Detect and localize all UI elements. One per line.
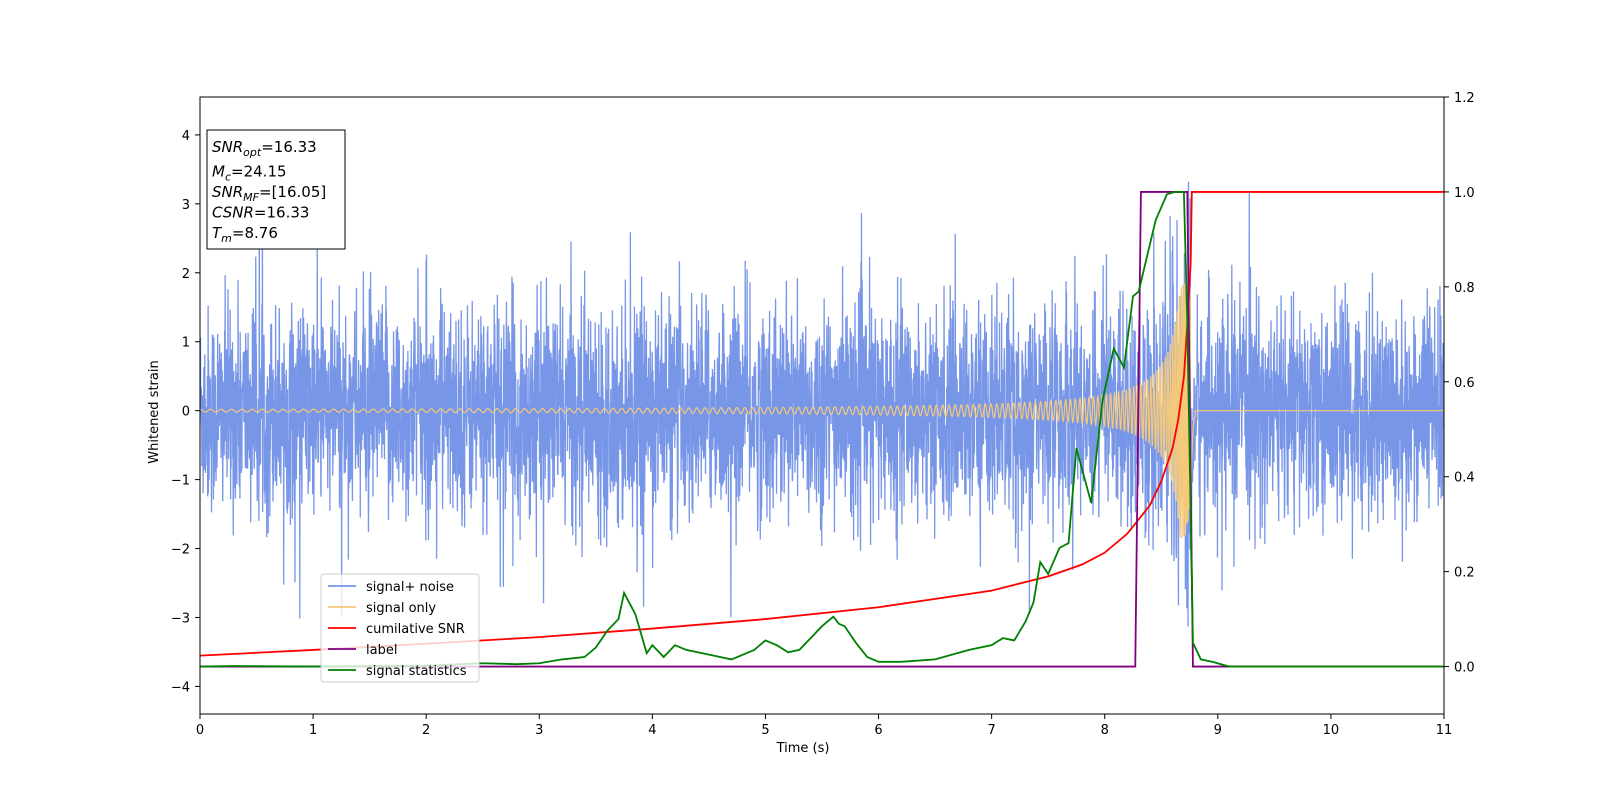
plot-area: 0 1 2 3 4 5 6 7 8 9 10 11 −4 −3 −2 −1 0 1 2 3 4 0.0 0.2 0.4 0.6 0… bbox=[171, 91, 1475, 738]
x-tick-label: 7 bbox=[987, 723, 995, 738]
annotation-line: SNRMF=[16.05] bbox=[212, 183, 326, 204]
y-axis-label: Whitened strain bbox=[147, 360, 162, 463]
y-right-tick-label: 0.4 bbox=[1454, 471, 1475, 486]
legend-label: signal only bbox=[366, 601, 436, 616]
x-tick-label: 10 bbox=[1323, 723, 1340, 738]
annotation-frame bbox=[206, 129, 346, 250]
x-tick-label: 5 bbox=[761, 723, 769, 738]
legend-label: signal+ noise bbox=[366, 580, 454, 595]
series-cumulative-snr-line bbox=[200, 191, 1444, 657]
plot-frame bbox=[199, 96, 1445, 715]
x-tick-label: 9 bbox=[1214, 723, 1222, 738]
x-tick-label: 2 bbox=[422, 723, 430, 738]
x-tick-label: 11 bbox=[1436, 723, 1453, 738]
y-left-tick-label: 2 bbox=[182, 267, 190, 282]
y-right-tick-label: 0.0 bbox=[1454, 661, 1475, 676]
x-tick-label: 3 bbox=[535, 723, 543, 738]
y-left-tick-label: 0 bbox=[182, 405, 190, 420]
legend-label: signal statistics bbox=[366, 664, 467, 679]
y-left-tick-label: 4 bbox=[182, 129, 190, 144]
x-tick-label: 1 bbox=[309, 723, 317, 738]
x-tick-label: 8 bbox=[1101, 723, 1109, 738]
y-right-tick-label: 1.2 bbox=[1454, 91, 1475, 106]
legend: signal+ noise signal only cumilative SNR la… bbox=[320, 573, 480, 683]
legend-frame bbox=[320, 573, 480, 683]
y-left-tick-label: −1 bbox=[171, 474, 190, 489]
y-left-tick-label: −2 bbox=[171, 543, 190, 558]
x-tick-label: 0 bbox=[196, 723, 204, 738]
y-left-tick-label: −4 bbox=[171, 680, 190, 695]
series-signal-statistics-line bbox=[200, 191, 1444, 668]
legend-label: cumilative SNR bbox=[366, 622, 465, 637]
series-signal-noise-line bbox=[200, 181, 1444, 627]
annotation-box: SNRopt=16.33 Mc=24.15SNRMF=[16.05]CSNR=16… bbox=[206, 129, 346, 250]
y-right-tick-label: 0.2 bbox=[1454, 566, 1475, 581]
y-left-tick-label: 3 bbox=[182, 198, 190, 213]
annotation-line: Tm=8.76 bbox=[212, 224, 278, 245]
y-left-tick-label: −3 bbox=[171, 611, 190, 626]
x-axis-label: Time (s) bbox=[776, 741, 830, 756]
y-right-tick-label: 0.6 bbox=[1454, 376, 1475, 391]
y-right-tick-label: 1.0 bbox=[1454, 186, 1475, 201]
annotation-line: CSNR=16.33 bbox=[212, 204, 309, 222]
series-signal-only-line bbox=[200, 283, 1444, 539]
x-tick-label: 6 bbox=[874, 723, 882, 738]
y-left-tick-label: 1 bbox=[182, 336, 190, 351]
y-right-tick-label: 0.8 bbox=[1454, 281, 1475, 296]
x-tick-label: 4 bbox=[648, 723, 656, 738]
annotation-line: Mc=24.15 bbox=[212, 163, 287, 184]
annotation-line: SNRopt=16.33 bbox=[212, 138, 317, 159]
legend-label: label bbox=[366, 643, 397, 658]
